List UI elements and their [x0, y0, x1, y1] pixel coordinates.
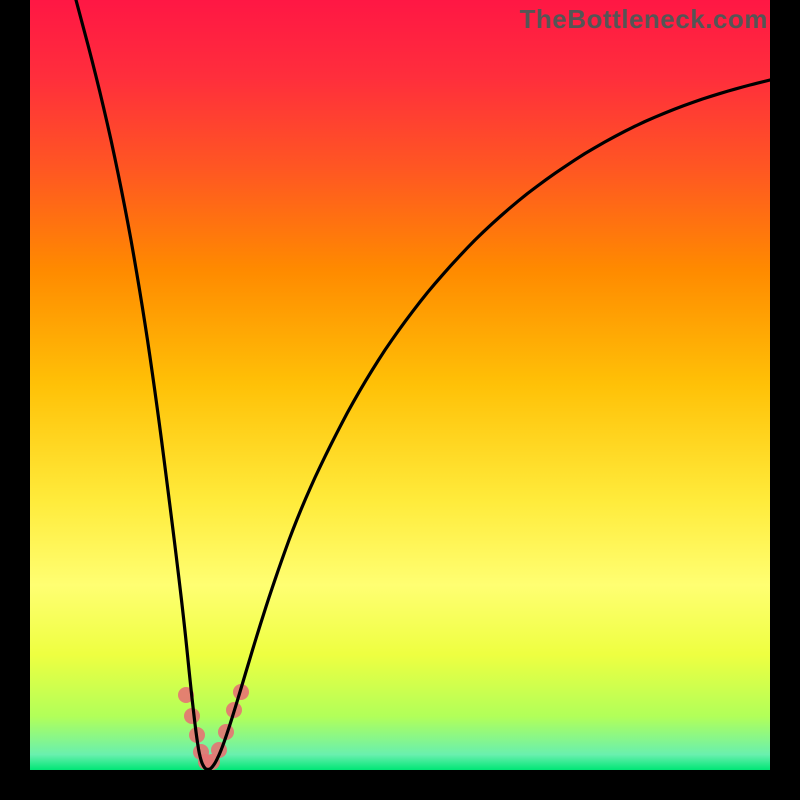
outer-border-left	[0, 0, 30, 800]
chart-container: TheBottleneck.com	[0, 0, 800, 800]
outer-border-right	[770, 0, 800, 800]
gradient-background	[30, 0, 770, 770]
outer-border-bottom	[0, 770, 800, 800]
plot-area	[30, 0, 770, 770]
watermark-text: TheBottleneck.com	[520, 4, 768, 35]
